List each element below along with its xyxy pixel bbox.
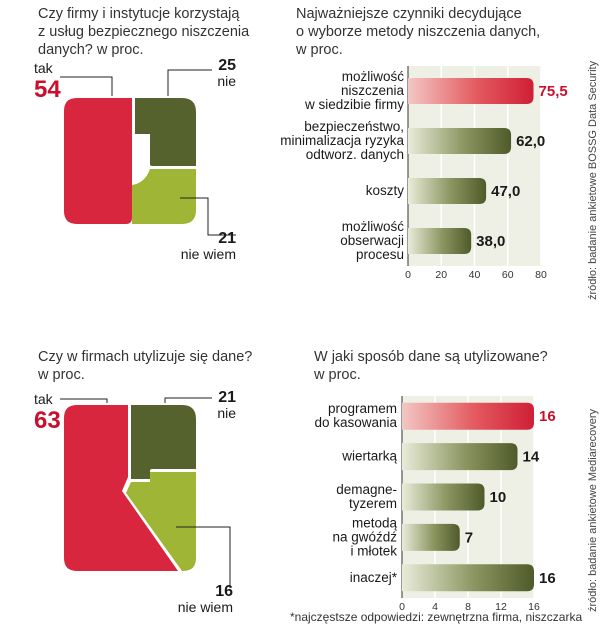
chart1-slice-tak	[64, 98, 132, 224]
chart1-label-nie: nie	[217, 73, 236, 89]
chart4-tick-label: 12	[495, 601, 507, 613]
chart1-slice-nie	[135, 98, 196, 166]
chart2-category-label: możliwość	[342, 69, 405, 84]
chart1-leader-tak	[60, 76, 113, 96]
chart2-category-label: odtworz. danych	[306, 147, 404, 162]
chart3-label-nie-wiem: nie wiem	[178, 599, 233, 615]
chart2-category-label: koszty	[366, 183, 405, 198]
chart2-tick-label: 20	[435, 269, 447, 281]
chart2-category-label: procesu	[356, 247, 404, 262]
chart2-category-label: niszczenia	[341, 83, 405, 98]
chart3-slice-nie	[131, 405, 196, 479]
chart4-bar	[402, 443, 518, 471]
chart3-leader-nie	[164, 397, 212, 403]
chart2-category-label: możliwość	[342, 219, 405, 234]
chart4-title-line-1: W jaki sposób dane są utylizowane?	[314, 349, 548, 365]
chart4-bar	[402, 523, 460, 551]
chart3-title-line-1: Czy w firmach utylizuje się dane?	[38, 349, 252, 365]
chart3-label-nie: nie	[217, 405, 236, 421]
chart3-value-nie-wiem: 16	[215, 583, 233, 600]
chart2-bar	[408, 78, 534, 104]
pie-chart-services: Czy firmy i instytucje korzystają z usłu…	[34, 6, 250, 262]
chart2-category-label: bezpieczeństwo,	[304, 119, 404, 134]
chart2-value-label: 75,5	[539, 83, 568, 100]
chart4-category-label: do kasowania	[314, 415, 397, 430]
chart3-leader-nie-wiem	[176, 526, 231, 588]
chart3-value-nie: 21	[218, 389, 236, 406]
chart2-category-label: minimalizacja ryzyka	[280, 133, 404, 148]
chart2-bar	[408, 128, 512, 154]
chart4-bar	[402, 483, 485, 511]
chart1-label-nie-wiem: nie wiem	[181, 246, 236, 262]
chart2-tick-label: 0	[405, 269, 411, 281]
chart4-category-label: programem	[328, 401, 397, 416]
chart4-source: źródło: badanie ankietowe Mediarecovery	[587, 408, 599, 612]
chart3-leader-tak	[60, 398, 108, 403]
chart2-value-label: 38,0	[476, 233, 505, 250]
chart1-value-nie: 25	[218, 57, 236, 74]
chart4-bar	[402, 402, 534, 430]
chart2-source: źródło: badanie ankietowe BOSSG Data Sec…	[587, 60, 599, 300]
chart4-tick-label: 8	[465, 601, 471, 613]
chart2-value-label: 62,0	[516, 133, 545, 150]
chart2-title-line-3: w proc.	[295, 42, 343, 58]
chart4-category-label: demagne-	[336, 482, 397, 497]
chart4-value-label: 16	[539, 408, 556, 425]
chart2-category-label: w siedzibie firmy	[304, 97, 404, 112]
chart1-slice-nie-wiem	[132, 169, 196, 224]
chart4-value-label: 16	[539, 570, 556, 587]
chart4-value-label: 7	[465, 529, 473, 546]
chart1-value-nie-wiem: 21	[218, 230, 236, 247]
chart4-category-label: wiertarką	[341, 449, 397, 464]
bar-chart-factors: Najważniejsze czynniki decydujące o wybo…	[280, 6, 599, 300]
chart4-tick-label: 16	[528, 601, 540, 613]
chart2-bar	[408, 178, 487, 204]
chart3-slice-tak	[64, 405, 178, 571]
chart1-title-line-3: danych? w proc.	[38, 42, 144, 58]
chart1-label-tak: tak	[34, 60, 54, 76]
bar-chart-methods: W jaki sposób dane są utylizowane? w pro…	[290, 349, 599, 624]
chart4-value-label: 10	[490, 489, 507, 506]
chart4-category-label: inaczej*	[350, 570, 398, 585]
chart4-tick-label: 0	[399, 601, 405, 613]
chart1-value-tak: 54	[34, 76, 61, 103]
chart4-category-label: i młotek	[350, 543, 397, 558]
chart4-title-line-2: w proc.	[313, 367, 361, 383]
chart1-title-line-1: Czy firmy i instytucje korzystają	[38, 6, 240, 22]
chart4-tick-label: 4	[432, 601, 438, 613]
chart3-label-tak: tak	[34, 391, 54, 407]
chart2-tick-label: 40	[469, 269, 481, 281]
chart1-title-line-2: z usług bezpiecznego niszczenia	[38, 24, 250, 40]
chart4-value-label: 14	[523, 449, 540, 466]
chart2-value-label: 47,0	[491, 183, 520, 200]
chart2-category-label: obserwacji	[340, 233, 404, 248]
chart3-title-line-2: w proc.	[37, 367, 85, 383]
chart2-tick-label: 60	[502, 269, 514, 281]
chart1-leader-nie	[167, 69, 212, 96]
chart2-title-line-2: o wyborze metody niszczenia danych,	[296, 24, 540, 40]
chart3-slice-nie-wiem	[126, 472, 196, 571]
chart2-title-line-1: Najważniejsze czynniki decydujące	[296, 6, 522, 22]
chart4-category-label: tyzerem	[349, 496, 397, 511]
chart2-bar	[408, 228, 472, 254]
chart3-value-tak: 63	[34, 407, 61, 434]
chart1-leader-nie-wiem	[180, 197, 236, 236]
chart4-footnote: *najczęstsze odpowiedzi: zewnętrzna firm…	[290, 610, 582, 624]
chart4-bar	[402, 564, 534, 592]
chart4-category-label: metodą	[352, 515, 398, 530]
chart2-tick-label: 80	[535, 269, 547, 281]
pie-chart-utilization: Czy w firmach utylizuje się dane? w proc…	[34, 349, 252, 615]
chart4-category-label: na gwóźdź	[332, 529, 397, 544]
